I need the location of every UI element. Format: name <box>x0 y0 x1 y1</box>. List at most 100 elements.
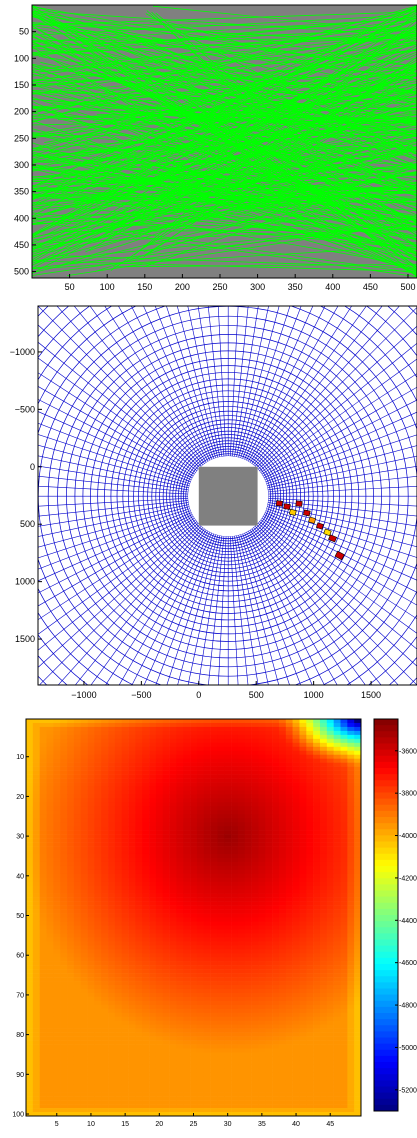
heatmap-cell <box>340 893 348 898</box>
heatmap-cell <box>53 1016 61 1022</box>
heatmap-cell <box>319 738 328 744</box>
heatmap-cell <box>210 957 218 962</box>
heatmap-cell <box>67 1024 75 1029</box>
heatmap-cell <box>60 941 68 946</box>
heatmap-cell <box>251 830 259 835</box>
heatmap-cell <box>306 810 314 815</box>
heatmap-cell <box>299 893 307 898</box>
heatmap-cell <box>135 945 143 950</box>
heatmap-cell <box>32 1032 40 1037</box>
heatmap-cell <box>149 746 157 752</box>
heatmap-cell <box>244 873 252 879</box>
heatmap-cell <box>285 889 293 894</box>
heatmap-cell <box>347 937 355 942</box>
heatmap-cell <box>190 1004 198 1010</box>
heatmap-cell <box>203 1068 211 1073</box>
heatmap-cell <box>73 1056 81 1061</box>
y-tick-label: 300 <box>14 160 29 170</box>
heatmap-cell <box>128 830 136 835</box>
heatmap-cell <box>306 1040 314 1045</box>
ray-line <box>31 117 417 199</box>
heatmap-cell <box>190 782 198 787</box>
heatmap-cell <box>326 778 334 783</box>
heatmap-cell <box>265 802 273 807</box>
heatmap-cell <box>101 766 109 771</box>
heatmap-cell <box>251 933 259 938</box>
heatmap-cell <box>73 905 81 910</box>
ray-line <box>31 31 417 95</box>
heatmap-cell <box>210 802 218 807</box>
heatmap-cell <box>60 790 68 795</box>
heatmap-cell <box>46 984 54 990</box>
heatmap-cell <box>39 1060 47 1065</box>
y-tick-label: 50 <box>19 27 29 37</box>
heatmap-cell <box>251 973 259 978</box>
heatmap-cell <box>224 945 232 950</box>
heatmap-cell <box>94 893 102 898</box>
heatmap-cell <box>237 996 246 1002</box>
heatmap-cell <box>73 786 81 791</box>
heatmap-cell <box>149 905 157 910</box>
heatmap-cell <box>272 754 280 759</box>
heatmap-cell <box>265 758 273 763</box>
heatmap-cell <box>32 742 40 748</box>
heatmap-cell <box>135 957 143 962</box>
heatmap-cell <box>347 834 355 839</box>
heatmap-cell <box>292 984 300 990</box>
heatmap-cell <box>135 885 143 891</box>
heatmap-cell <box>87 961 95 966</box>
heatmap-cell <box>101 881 109 887</box>
heatmap-cell <box>319 758 328 763</box>
heatmap-cell <box>26 873 34 879</box>
heatmap-cell <box>210 1000 218 1006</box>
heatmap-cell <box>26 726 34 732</box>
heatmap-cell <box>155 1012 164 1018</box>
heatmap-cell <box>196 988 205 994</box>
heatmap-cell <box>203 913 211 918</box>
heatmap-cell <box>94 861 102 867</box>
ray-line <box>33 20 417 82</box>
heatmap-cell <box>196 977 205 982</box>
heatmap-cell <box>285 1064 293 1069</box>
heatmap-cell <box>26 1004 34 1010</box>
heatmap-cell <box>237 889 246 894</box>
heatmap-cell <box>155 996 164 1002</box>
heatmap-cell <box>313 917 321 922</box>
heatmap-cell <box>53 885 61 891</box>
heatmap-cell <box>244 1024 252 1029</box>
heatmap-cell <box>224 770 232 775</box>
heatmap-cell <box>319 1008 328 1014</box>
heatmap-cell <box>135 901 143 906</box>
heatmap-cell <box>210 977 218 982</box>
heatmap-cell <box>292 881 300 887</box>
heatmap-cell <box>162 933 170 938</box>
heatmap-cell <box>231 814 239 819</box>
heatmap-cell <box>319 973 328 978</box>
heatmap-cell <box>67 965 75 970</box>
heatmap-cell <box>299 957 307 962</box>
heatmap-cell <box>340 869 348 875</box>
heatmap-cell <box>162 929 170 934</box>
ray-line <box>31 245 417 270</box>
heatmap-cell <box>285 1024 293 1029</box>
heatmap-cell <box>46 766 54 771</box>
heatmap-cell <box>217 822 225 827</box>
heatmap-cell <box>60 1044 68 1049</box>
heatmap-cell <box>333 778 341 783</box>
heatmap-cell <box>313 1068 321 1073</box>
ray-line <box>31 90 417 170</box>
heatmap-cell <box>326 770 334 775</box>
heatmap-cell <box>60 850 68 855</box>
ray-line <box>31 146 417 151</box>
mesh-spoke <box>254 525 399 685</box>
heatmap-cell <box>155 822 164 827</box>
heatmap-cell <box>244 826 252 831</box>
heatmap-cell <box>319 754 328 759</box>
heatmap-cell <box>237 730 246 736</box>
heatmap-cell <box>210 933 218 938</box>
heatmap-cell <box>114 786 123 791</box>
heatmap-cell <box>340 1048 348 1053</box>
heatmap-cell <box>32 770 40 775</box>
heatmap-cell <box>299 850 307 855</box>
heatmap-cell <box>46 846 54 851</box>
